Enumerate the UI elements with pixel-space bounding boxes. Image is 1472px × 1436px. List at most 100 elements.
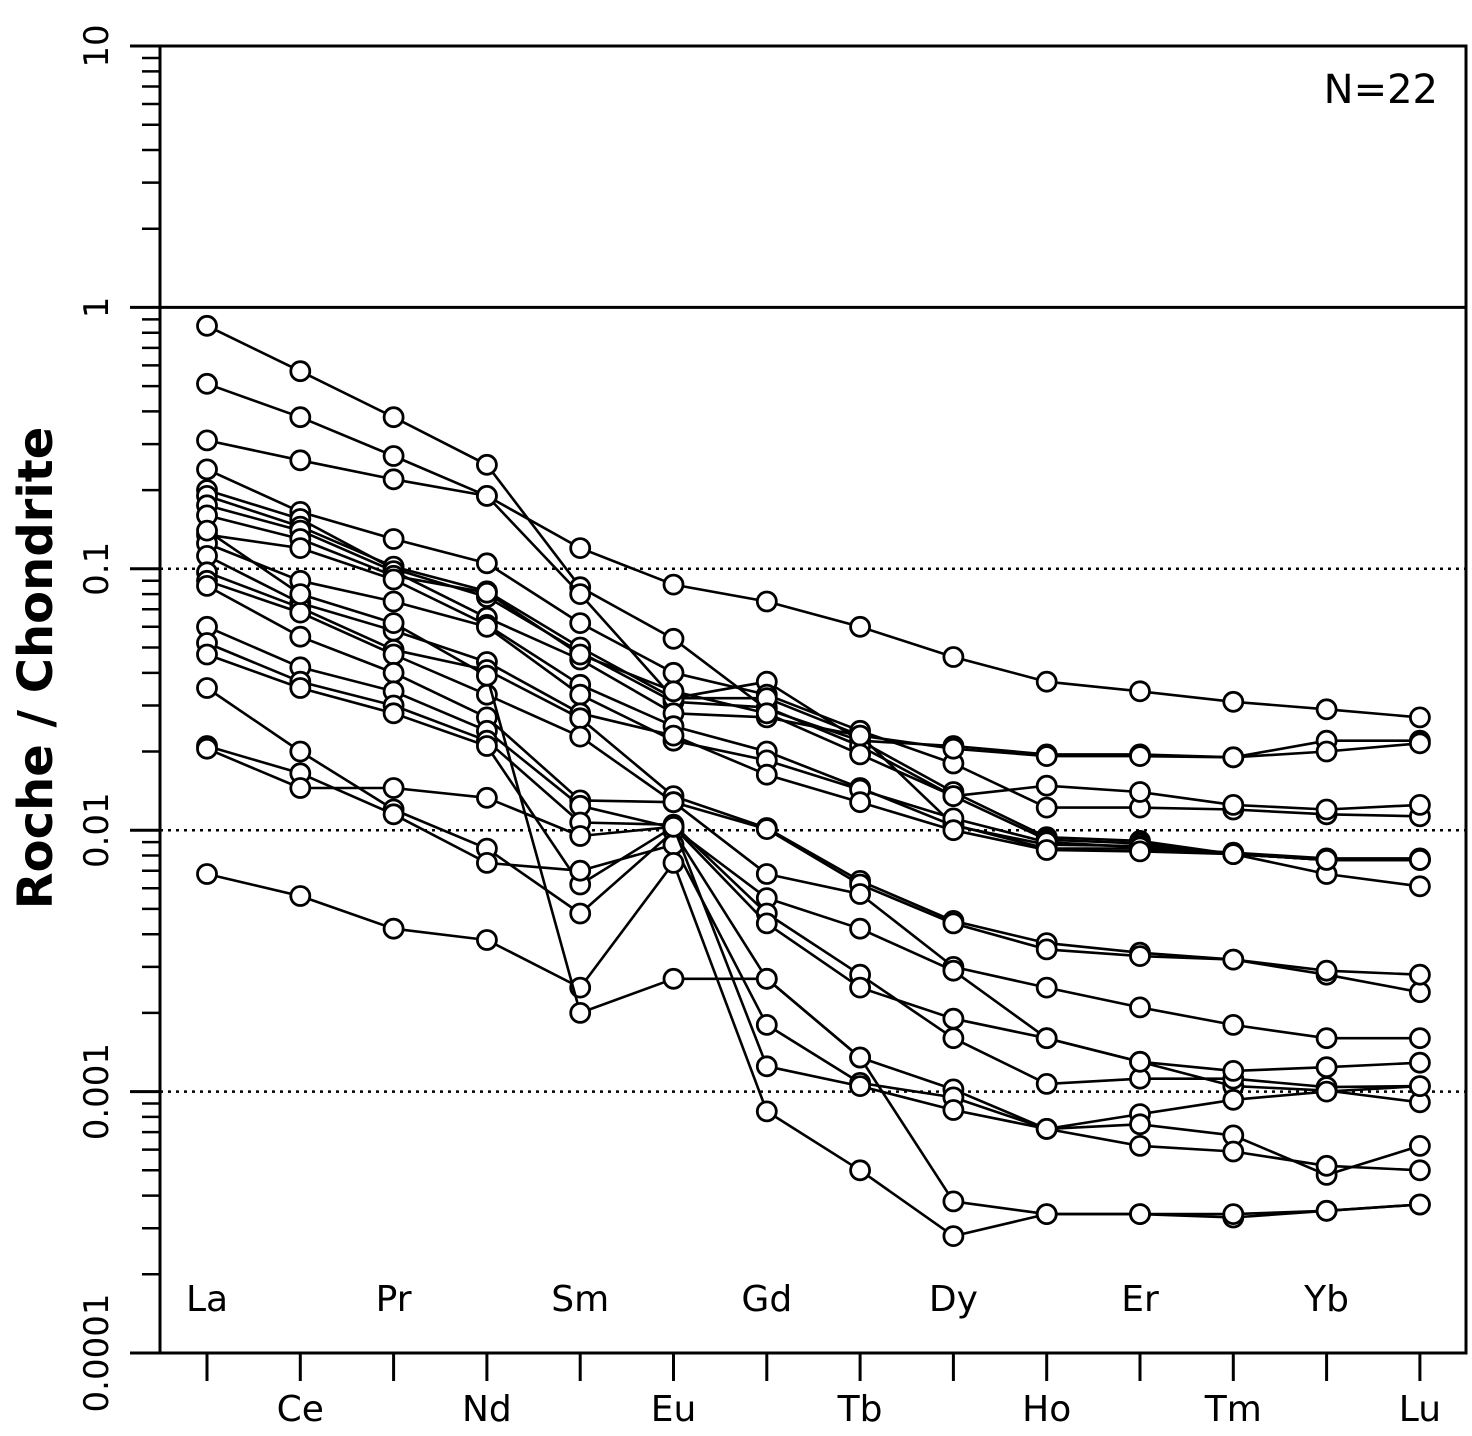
data-point: [1315, 1080, 1338, 1103]
x-tick-label: Er: [1121, 1279, 1159, 1320]
series-line: [206, 529, 1420, 1216]
data-point: [849, 724, 871, 747]
data-point: [755, 1055, 778, 1078]
data-point: [289, 583, 312, 605]
data-point: [662, 815, 685, 838]
data-point: [196, 737, 218, 760]
series: [196, 545, 1431, 871]
data-point: [1222, 1014, 1245, 1036]
data-point: [942, 646, 965, 668]
data-point: [475, 929, 498, 951]
data-point: [1409, 794, 1431, 816]
y-tick-label: 10: [77, 24, 117, 67]
data-point: [755, 1014, 778, 1036]
data-point: [942, 819, 965, 842]
data-point: [1035, 1118, 1058, 1140]
data-point: [662, 724, 685, 747]
data-point: [1315, 959, 1338, 982]
data-point: [849, 743, 871, 766]
data-point: [382, 568, 405, 591]
data-point: [1409, 963, 1431, 986]
y-axis-label: Roche / Chondrite: [8, 427, 64, 910]
data-point: [1035, 938, 1058, 961]
data-point: [196, 519, 218, 542]
data-point: [382, 528, 405, 550]
x-tick-label: Eu: [651, 1389, 697, 1430]
plot-frame: [158, 44, 1468, 1355]
data-point: [382, 612, 405, 634]
data-point: [1409, 706, 1431, 729]
data-point: [942, 1225, 965, 1247]
data-point: [1222, 843, 1245, 865]
series-line: [206, 744, 1421, 1177]
data-point: [569, 707, 592, 730]
data-point: [1035, 976, 1058, 999]
series: [196, 523, 1431, 871]
series-line: [206, 747, 1420, 1172]
data-point: [382, 777, 405, 799]
data-point: [755, 912, 778, 935]
data-point: [569, 683, 592, 706]
data-point: [289, 601, 312, 624]
data-point: [1222, 1088, 1245, 1111]
data-point: [1129, 996, 1151, 1019]
data-point: [755, 967, 778, 990]
data-point: [1222, 746, 1245, 769]
series-line: [206, 861, 1420, 1238]
data-point: [849, 1159, 871, 1182]
data-point: [942, 737, 965, 760]
data-point: [1315, 1199, 1338, 1222]
data-point: [475, 484, 498, 507]
series: [196, 569, 1431, 986]
data-point: [942, 1190, 965, 1213]
x-tick-label: Gd: [741, 1279, 792, 1320]
data-point: [382, 661, 405, 684]
data-point: [475, 615, 498, 638]
data-point: [475, 664, 498, 687]
series-line: [206, 468, 1420, 818]
data-point: [1315, 740, 1338, 763]
data-point: [475, 786, 498, 809]
data-point: [382, 702, 405, 725]
data-point: [569, 537, 592, 559]
data-point: [1129, 745, 1151, 767]
series: [196, 575, 1431, 1050]
data-point: [475, 581, 498, 604]
data-point: [1222, 794, 1245, 816]
data-point: [942, 1099, 965, 1121]
data-point: [662, 680, 685, 703]
data-point: [942, 912, 965, 935]
y-tick-label: 0.0001: [77, 1294, 117, 1413]
data-point: [289, 625, 312, 648]
data-point: [1409, 875, 1431, 898]
series-line: [206, 542, 1420, 860]
data-point: [382, 590, 405, 613]
series-line: [206, 579, 1420, 976]
data-point: [755, 863, 778, 885]
x-tick-label: Yb: [1303, 1279, 1349, 1320]
data-point: [755, 590, 778, 613]
data-point: [569, 825, 592, 847]
x-tick-label: Tm: [1204, 1389, 1262, 1430]
x-tick-label: Nd: [462, 1389, 512, 1430]
data-point: [382, 468, 405, 491]
data-point: [755, 1100, 778, 1123]
data-point: [662, 661, 685, 684]
series: [196, 532, 1431, 870]
series: [196, 643, 1431, 1082]
data-point: [569, 1002, 592, 1024]
series-line: [206, 625, 1421, 1104]
data-point: [289, 449, 312, 472]
series: [196, 737, 1431, 1182]
x-tick-label: Lu: [1399, 1389, 1441, 1430]
data-point: [755, 818, 778, 840]
data-point: [1315, 798, 1338, 821]
data-point: [196, 677, 218, 699]
data-point: [475, 735, 498, 757]
data-point: [569, 902, 592, 925]
y-tick-label: 0.01: [77, 792, 117, 868]
data-point: [475, 453, 498, 476]
y-tick-label: 0.1: [77, 542, 117, 596]
data-point: [289, 537, 312, 559]
series: [196, 504, 1431, 821]
